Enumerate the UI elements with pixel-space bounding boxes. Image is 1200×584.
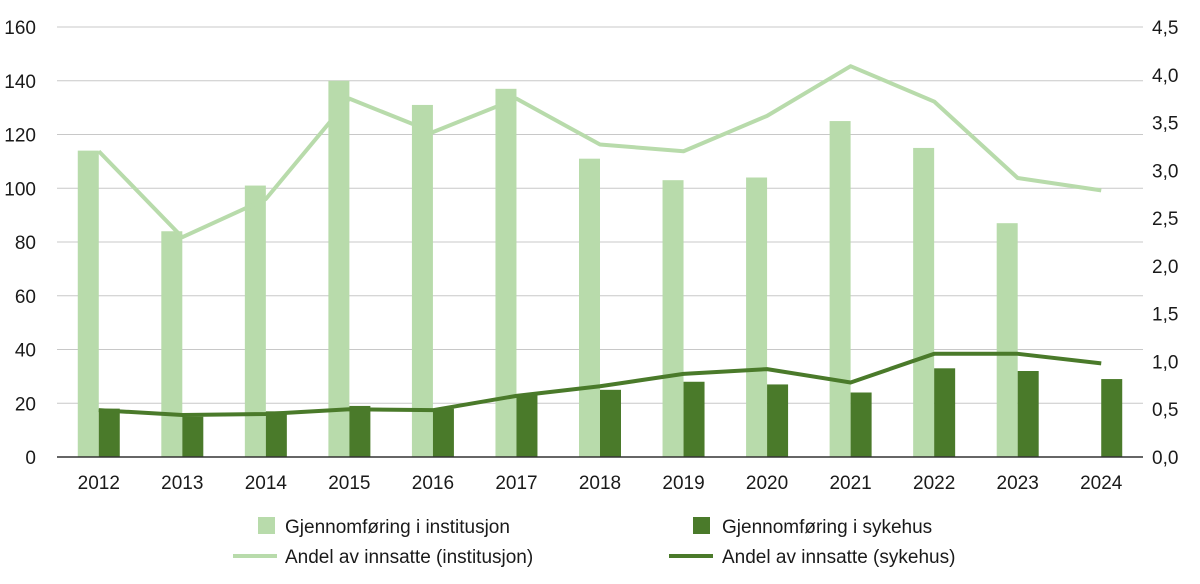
- bar-institusjon: [411, 104, 433, 457]
- bar-sykehus: [934, 368, 956, 457]
- bar-institusjon: [495, 88, 517, 457]
- bar-institusjon: [996, 223, 1018, 457]
- y2-tick-label: 0,5: [1152, 400, 1178, 421]
- bar-institusjon: [579, 158, 600, 457]
- y-tick-label: 0: [25, 448, 36, 469]
- bar-institusjon: [829, 121, 851, 457]
- y2-tick-label: 0,0: [1152, 448, 1178, 469]
- y-tick-label: 40: [15, 341, 36, 362]
- x-tick-label: 2021: [829, 473, 871, 494]
- bar-institusjon: [244, 185, 266, 457]
- lines: [97, 64, 1102, 417]
- x-tick-label: 2023: [997, 473, 1039, 494]
- legend-label-institusjon-bar: Gjennomføring i institusjon: [285, 517, 510, 538]
- y-tick-label: 160: [4, 18, 36, 39]
- x-tick-label: 2016: [412, 473, 454, 494]
- legend-item-sykehus-bar: Gjennomføring i sykehus: [693, 517, 932, 538]
- legend-label-institusjon-line: Andel av innsatte (institusjon): [285, 547, 533, 568]
- x-tick-label: 2020: [746, 473, 788, 494]
- bar-sykehus: [600, 389, 621, 457]
- x-tick-label: 2022: [913, 473, 955, 494]
- x-tick-label: 2015: [328, 473, 370, 494]
- x-tick-label: 2012: [78, 473, 120, 494]
- bar-sykehus: [265, 411, 287, 457]
- bar-institusjon: [161, 231, 183, 457]
- y2-tick-label: 3,5: [1152, 114, 1178, 135]
- y2-tick-label: 3,0: [1152, 161, 1178, 182]
- y-tick-label: 120: [4, 126, 36, 147]
- axes: 0 20 40 60 80 100 120 140 160 0,0 0,5 1,0 1,5 2,0 2,5 3…: [4, 18, 1178, 494]
- x-tick-label: 2019: [662, 473, 704, 494]
- bar-institusjon: [913, 147, 935, 457]
- y-tick-label: 60: [15, 287, 36, 308]
- y-tick-label: 100: [4, 179, 36, 200]
- bar-sykehus: [1101, 379, 1123, 457]
- bar-sykehus: [432, 408, 454, 457]
- y2-tick-label: 1,5: [1152, 305, 1178, 326]
- line-andel-institusjon: [97, 64, 1102, 240]
- bar-sykehus: [349, 405, 371, 457]
- legend-item-sykehus-line: Andel av innsatte (sykehus): [669, 547, 955, 568]
- x-tick-label: 2017: [495, 473, 537, 494]
- y2-tick-label: 2,5: [1152, 209, 1178, 230]
- legend: Gjennomføring i institusjon Gjennomførin…: [233, 517, 955, 568]
- legend-swatch-institusjon-bar: [258, 517, 275, 534]
- legend-item-institusjon-line: Andel av innsatte (institusjon): [233, 547, 533, 568]
- x-tick-label: 2013: [161, 473, 203, 494]
- bar-sykehus: [1017, 371, 1039, 457]
- y2-tick-label: 4,5: [1152, 18, 1178, 39]
- y2-tick-label: 4,0: [1152, 66, 1178, 87]
- legend-item-institusjon-bar: Gjennomføring i institusjon: [258, 517, 510, 538]
- y-tick-label: 20: [15, 394, 36, 415]
- bar-institusjon: [662, 180, 684, 457]
- bars: [77, 80, 1123, 457]
- bar-sykehus: [98, 408, 120, 457]
- legend-swatch-sykehus-bar: [693, 517, 710, 534]
- y-tick-label: 140: [4, 72, 36, 93]
- line-andel-sykehus: [98, 351, 1102, 417]
- y-tick-label: 80: [15, 233, 36, 254]
- legend-label-sykehus-bar: Gjennomføring i sykehus: [722, 517, 932, 538]
- bar-sykehus: [767, 384, 789, 457]
- bar-institusjon: [746, 177, 768, 457]
- x-tick-label: 2014: [245, 473, 288, 494]
- y2-tick-label: 2,0: [1152, 257, 1178, 278]
- bar-sykehus: [516, 395, 538, 457]
- bar-institusjon: [328, 80, 350, 457]
- y2-tick-label: 1,0: [1152, 352, 1178, 373]
- x-tick-label: 2018: [579, 473, 621, 494]
- x-tick-label: 2024: [1080, 473, 1123, 494]
- bar-sykehus: [850, 392, 872, 457]
- bar-sykehus: [683, 381, 705, 457]
- bar-sykehus: [182, 416, 204, 457]
- bar-institusjon: [77, 150, 99, 457]
- legend-label-sykehus-line: Andel av innsatte (sykehus): [722, 547, 955, 568]
